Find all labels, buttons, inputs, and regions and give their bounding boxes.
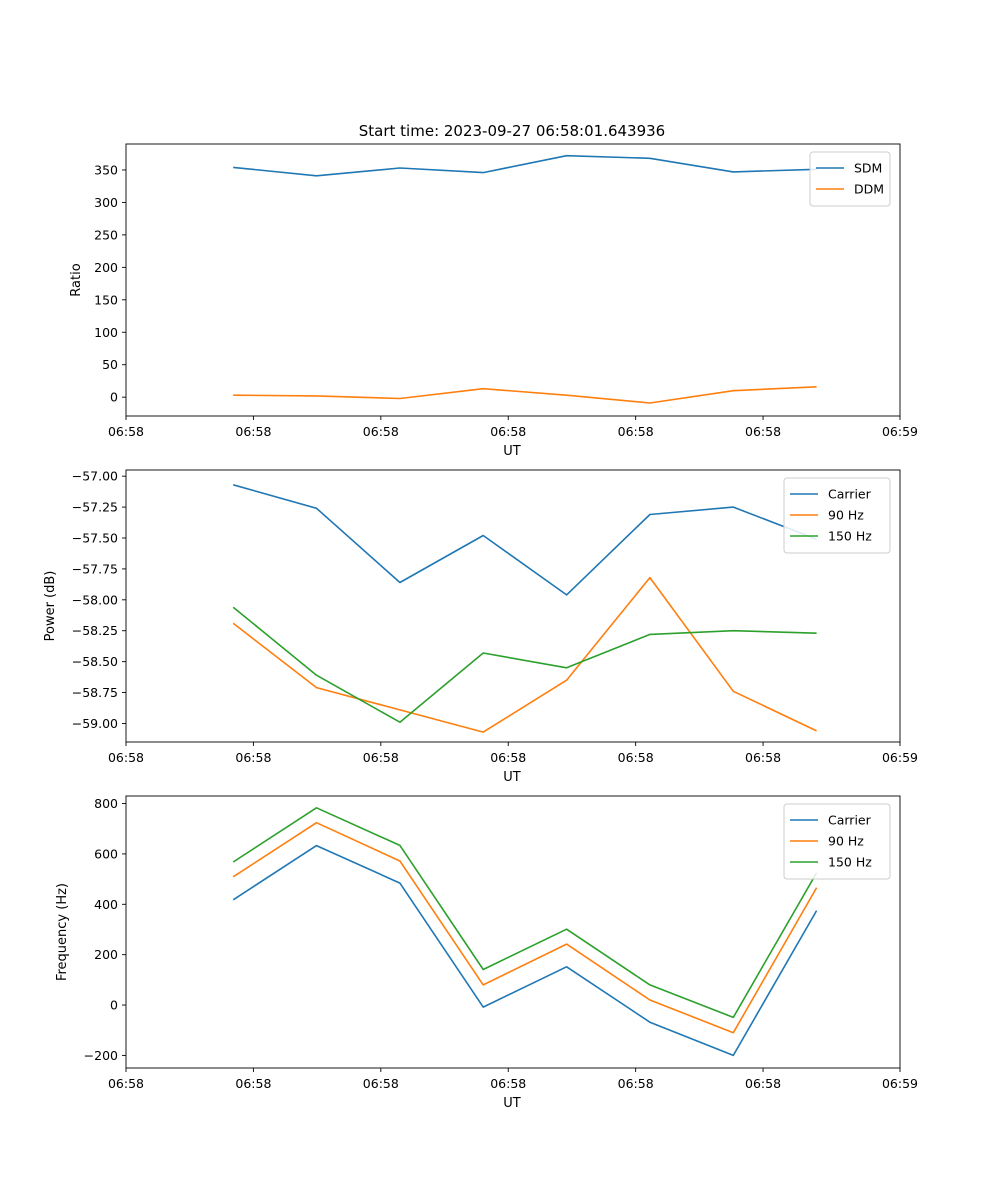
figure-title: Start time: 2023-09-27 06:58:01.643936 [359, 122, 665, 140]
legend-box [783, 477, 891, 554]
y-tick-label: −58.25 [72, 623, 118, 638]
y-tick-label: 800 [94, 796, 118, 811]
legend-label: 90 Hz [828, 834, 864, 849]
y-axis-label: Ratio [69, 263, 84, 296]
y-tick-label: 0 [110, 390, 118, 405]
y-tick-label: 250 [94, 227, 118, 242]
x-tick-label: 06:58 [108, 424, 144, 439]
x-tick-label: 06:58 [363, 1076, 399, 1091]
series-line-90-hz [232, 576, 817, 733]
x-tick-label: 06:58 [490, 424, 526, 439]
x-tick-label: 06:58 [745, 1076, 781, 1091]
x-axis-label: UT [503, 444, 521, 459]
legend-label: 150 Hz [828, 855, 872, 870]
series-line-90-hz [232, 821, 818, 1034]
x-tick-label: 06:58 [618, 1076, 654, 1091]
x-tick-label: 06:58 [618, 424, 654, 439]
y-tick-label: 50 [102, 357, 118, 372]
legend: Carrier 90 Hz 150 Hz [783, 803, 891, 880]
legend-box [809, 151, 891, 207]
x-tick-label: 06:58 [490, 1076, 526, 1091]
y-tick-label: −57.75 [72, 561, 118, 576]
x-tick-label: 06:58 [490, 750, 526, 765]
y-tick-label: 600 [94, 846, 118, 861]
x-axis-label: UT [503, 1096, 521, 1111]
legend: Carrier 90 Hz 150 Hz [783, 477, 891, 554]
y-tick-label: 200 [94, 947, 118, 962]
y-axis-label: Frequency (Hz) [55, 883, 70, 981]
x-tick-label: 06:58 [235, 424, 271, 439]
subplot-3: 06:58 06:58 06:58 06:58 06:58 06:58 06:59 −200 0… [55, 795, 918, 1111]
series-line-sdm [233, 154, 817, 177]
legend-label: Carrier [828, 813, 872, 828]
axes-frame [125, 795, 901, 1069]
x-tick-label: 06:58 [235, 750, 271, 765]
x-tick-label: 06:58 [363, 750, 399, 765]
series-line-150-hz [232, 606, 817, 724]
y-tick-label: −57.50 [72, 531, 118, 546]
x-tick-label: 06:59 [882, 1076, 918, 1091]
legend-label: 150 Hz [828, 529, 872, 544]
y-tick-label: −58.00 [72, 592, 118, 607]
y-tick-label: −59.00 [72, 716, 118, 731]
series-line-carrier [232, 844, 818, 1057]
x-tick-label: 06:58 [235, 1076, 271, 1091]
y-tick-label: −58.75 [72, 685, 118, 700]
legend-label: 90 Hz [828, 508, 864, 523]
y-tick-label: −58.50 [72, 654, 118, 669]
x-tick-label: 06:59 [882, 750, 918, 765]
y-tick-label: 350 [94, 162, 118, 177]
y-tick-label: −57.25 [72, 500, 118, 515]
x-tick-label: 06:58 [618, 750, 654, 765]
y-tick-label: 200 [94, 260, 118, 275]
y-tick-label: −57.00 [72, 469, 118, 484]
x-tick-label: 06:58 [108, 1076, 144, 1091]
x-tick-label: 06:58 [108, 750, 144, 765]
y-tick-label: 100 [94, 325, 118, 340]
y-tick-label: 300 [94, 195, 118, 210]
x-tick-label: 06:59 [882, 424, 918, 439]
axes-frame [125, 143, 901, 417]
series-line-carrier [232, 484, 817, 596]
x-tick-label: 06:58 [745, 424, 781, 439]
legend-label: Carrier [828, 487, 872, 502]
subplot-1: 06:58 06:58 06:58 06:58 06:58 06:58 06:59 0 50 10… [69, 143, 918, 459]
x-tick-label: 06:58 [745, 750, 781, 765]
y-tick-label: 400 [94, 897, 118, 912]
legend-box [783, 803, 891, 880]
legend: SDM DDM [809, 151, 891, 207]
subplot-2: 06:58 06:58 06:58 06:58 06:58 06:58 06:59 −59.0… [43, 469, 918, 785]
x-tick-label: 06:58 [363, 424, 399, 439]
series-line-150-hz [232, 806, 818, 1019]
series-line-ddm [233, 386, 817, 404]
x-axis-label: UT [503, 770, 521, 785]
y-tick-label: 150 [94, 292, 118, 307]
legend-label: SDM [854, 161, 882, 176]
y-axis-label: Power (dB) [43, 571, 58, 642]
y-tick-label: −200 [84, 1048, 118, 1063]
axes-frame [125, 469, 901, 743]
legend-label: DDM [854, 182, 884, 197]
y-tick-label: 0 [110, 998, 118, 1013]
